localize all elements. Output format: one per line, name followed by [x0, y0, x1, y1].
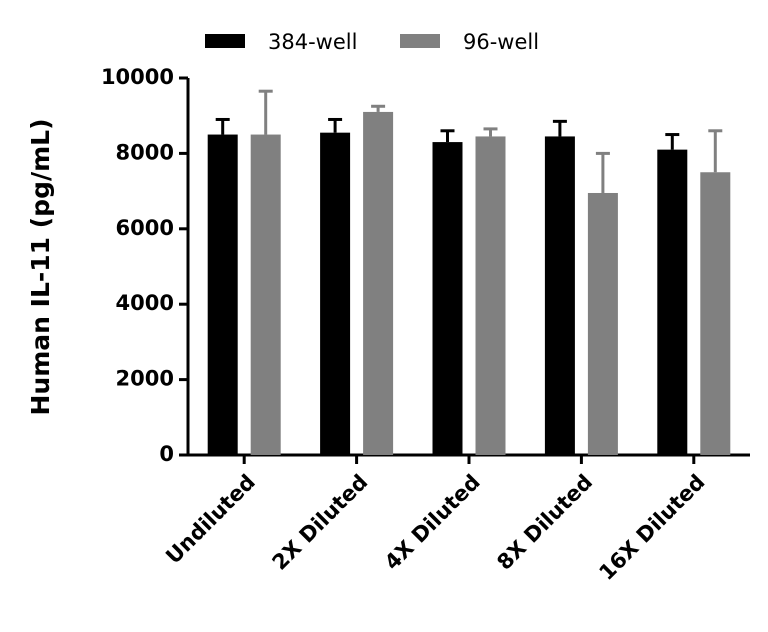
y-tick-label: 2000	[116, 367, 174, 391]
bar	[207, 134, 238, 456]
y-tick-label: 0	[159, 442, 174, 466]
bar	[700, 172, 731, 455]
bar	[363, 111, 394, 456]
x-tick-label: 16X Diluted	[594, 470, 709, 585]
x-tick-label: 8X Diluted	[492, 470, 597, 575]
x-tick-label: 4X Diluted	[380, 470, 485, 575]
x-tick-label: Undiluted	[161, 470, 260, 569]
legend-swatch	[400, 34, 440, 48]
bar	[320, 132, 351, 456]
legend-label: 96-well	[463, 30, 539, 54]
y-tick-label: 4000	[116, 291, 174, 315]
bar	[544, 136, 575, 455]
y-tick-label: 6000	[116, 216, 174, 240]
x-tick-label: 2X Diluted	[268, 470, 373, 575]
y-axis-title: Human IL-11 (pg/mL)	[26, 119, 55, 416]
legend-label: 384-well	[268, 30, 357, 54]
y-tick-label: 10000	[101, 65, 174, 89]
bar	[475, 136, 506, 455]
bar	[250, 134, 281, 456]
legend-swatch	[205, 34, 245, 48]
bar	[432, 142, 463, 455]
bar	[657, 149, 688, 455]
bar	[587, 192, 618, 456]
y-tick-label: 8000	[116, 140, 174, 164]
